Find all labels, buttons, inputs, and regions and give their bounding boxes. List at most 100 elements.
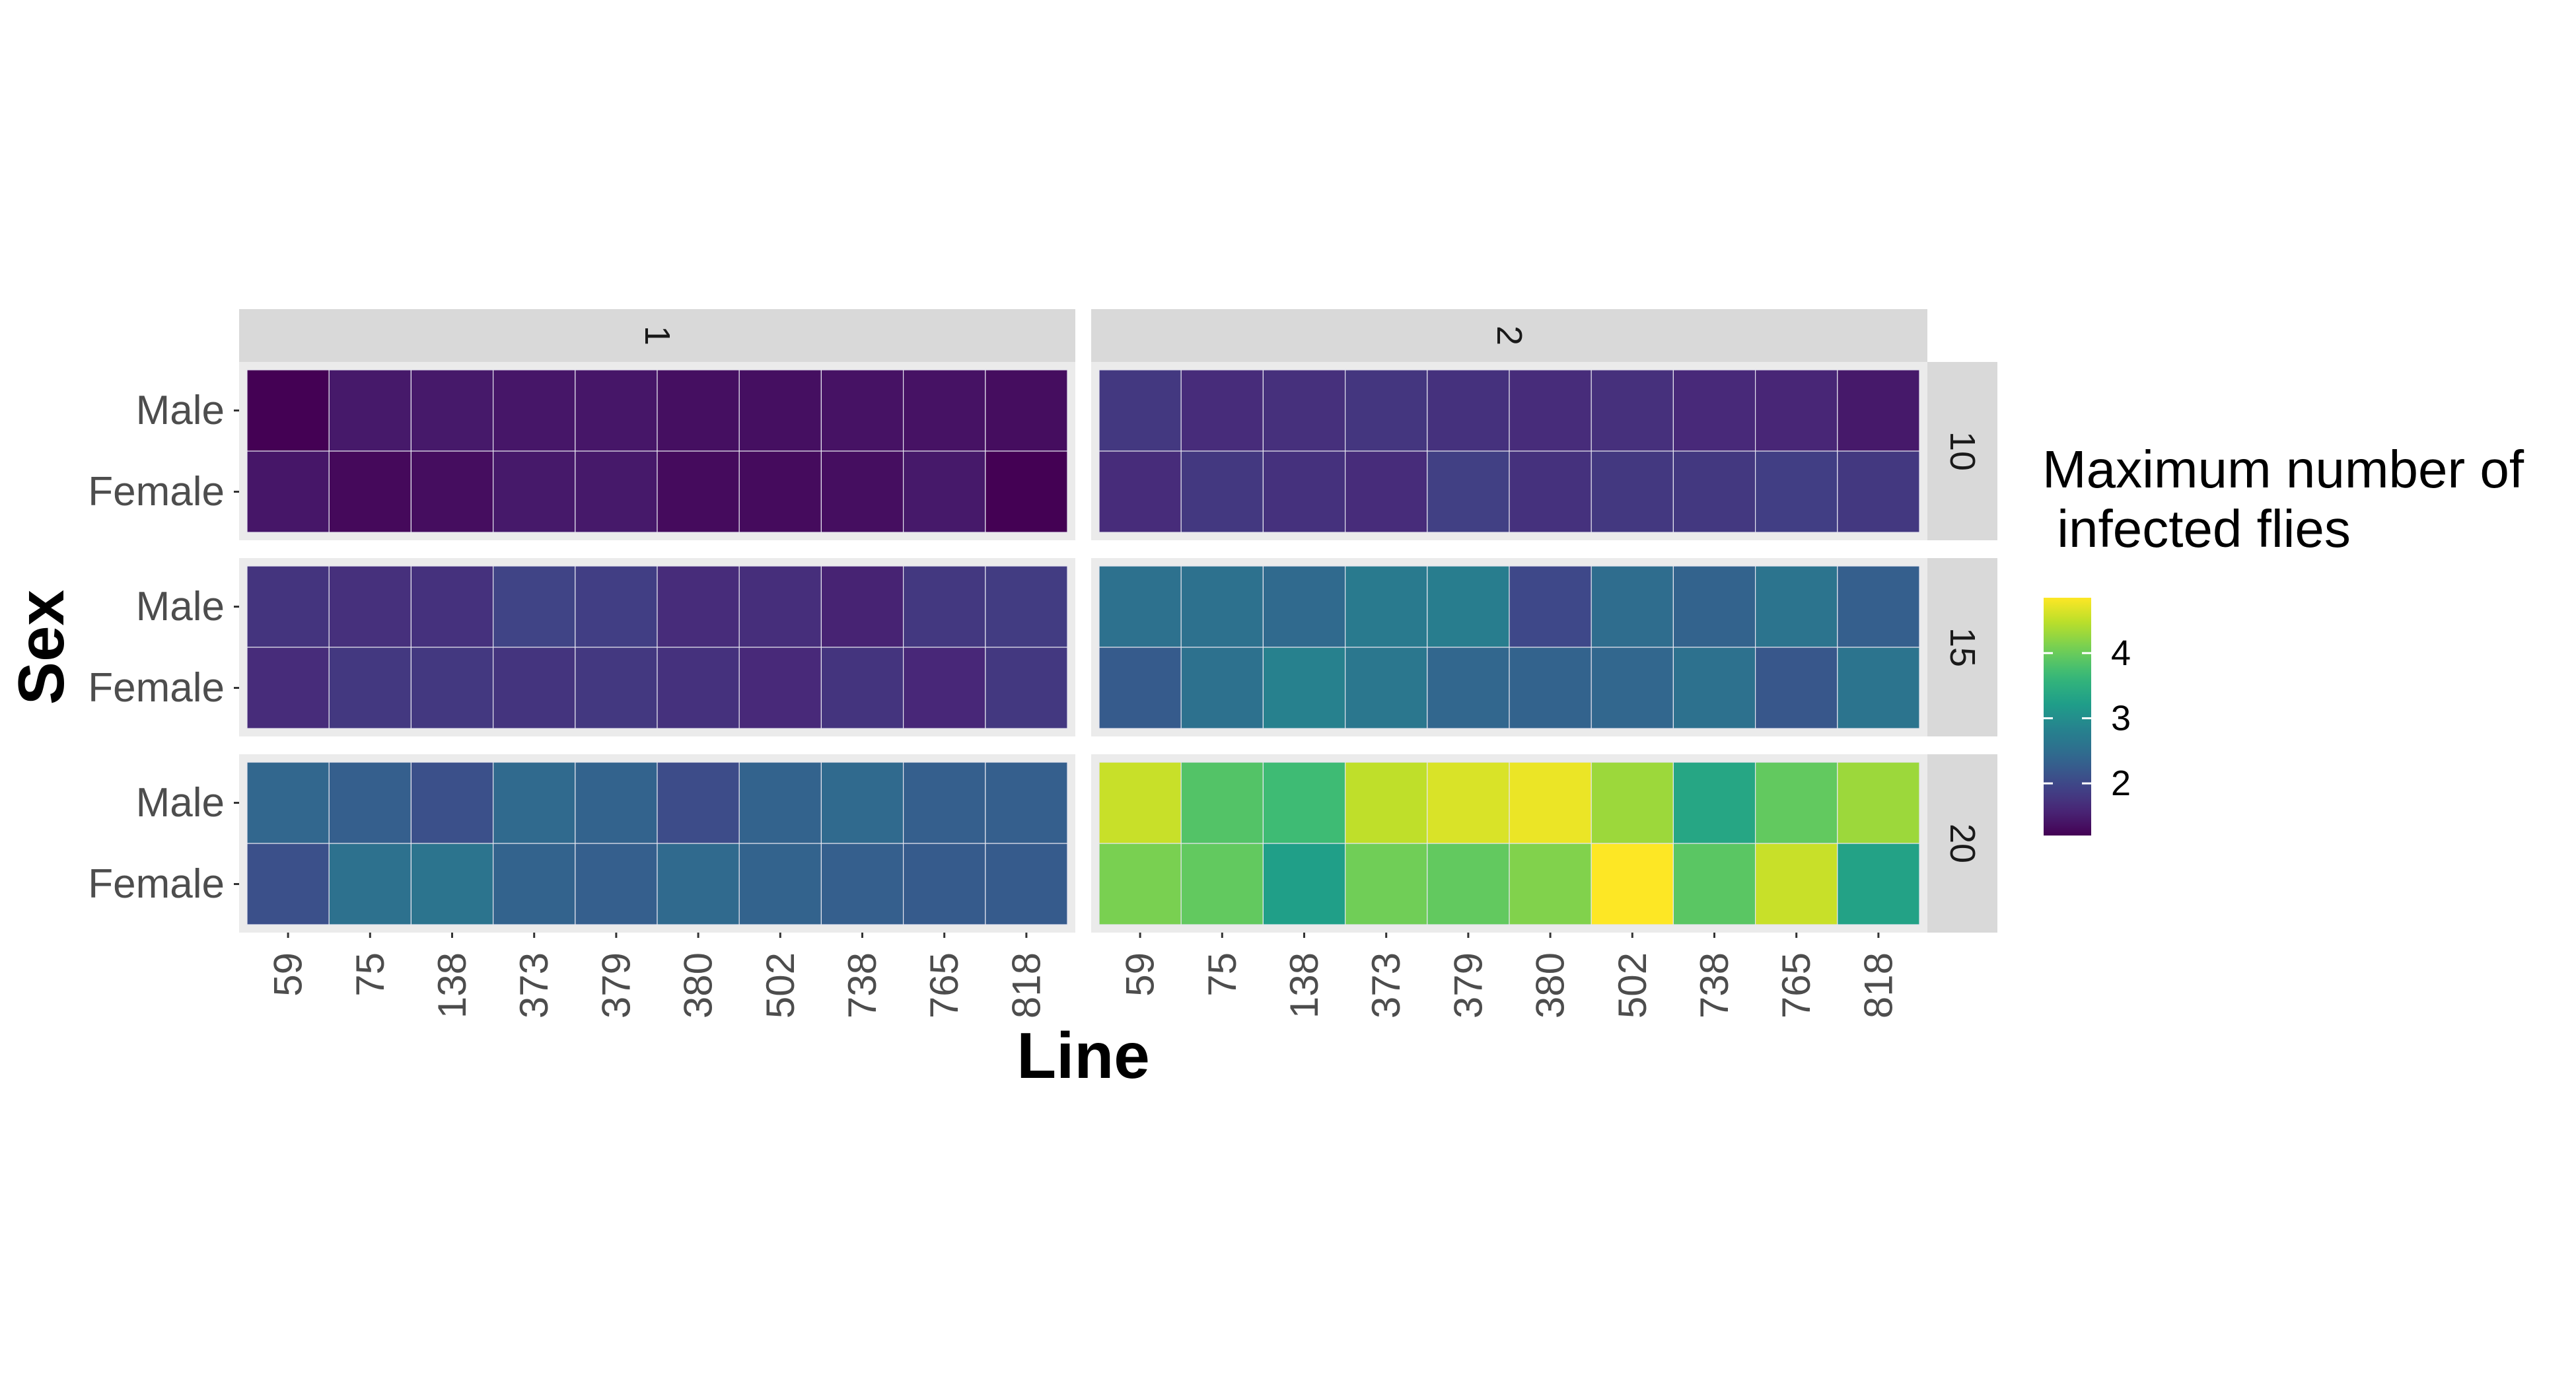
heatmap-cell bbox=[1427, 565, 1510, 648]
heatmap-cell bbox=[1262, 647, 1346, 729]
facet-strip-row bbox=[1927, 558, 1997, 736]
heatmap-cell bbox=[1509, 762, 1592, 844]
heatmap-cell bbox=[1672, 369, 1756, 452]
heatmap-cell bbox=[492, 843, 576, 925]
heatmap-cell bbox=[1098, 450, 1182, 533]
panel-2-10 bbox=[1098, 369, 1920, 533]
heatmap-cell bbox=[985, 647, 1068, 729]
heatmap-cell bbox=[575, 762, 658, 844]
heatmap-cell bbox=[1427, 762, 1510, 844]
facet-strip-row bbox=[1927, 754, 1997, 933]
heatmap-cell bbox=[492, 565, 576, 648]
heatmap-cell bbox=[820, 647, 904, 729]
heatmap-cell bbox=[1509, 843, 1592, 925]
heatmap-cell bbox=[738, 565, 822, 648]
x-tick-label: 59 bbox=[266, 952, 310, 997]
legend-tick-label: 2 bbox=[2111, 764, 2131, 803]
heatmap-cell bbox=[1755, 647, 1838, 729]
heatmap-cell bbox=[820, 762, 904, 844]
heatmap-cell bbox=[246, 647, 330, 729]
heatmap-cell bbox=[410, 647, 494, 729]
heatmap-cell bbox=[575, 843, 658, 925]
heatmap-cell bbox=[328, 565, 412, 648]
heatmap-cell bbox=[246, 565, 330, 648]
heatmap-cell bbox=[1591, 843, 1674, 925]
heatmap-cell bbox=[410, 843, 494, 925]
heatmap-cell bbox=[1180, 565, 1264, 648]
heatmap-cell bbox=[1180, 647, 1264, 729]
heatmap-cell bbox=[820, 565, 904, 648]
x-tick-label: 765 bbox=[1774, 952, 1818, 1018]
heatmap-cell bbox=[1509, 565, 1592, 648]
x-tick-label: 373 bbox=[512, 952, 556, 1018]
heatmap-cell bbox=[1344, 450, 1428, 533]
heatmap-cell bbox=[410, 565, 494, 648]
heatmap-cell bbox=[328, 450, 412, 533]
heatmap-cell bbox=[1837, 450, 1920, 533]
heatmap-cell bbox=[1098, 647, 1182, 729]
heatmap-cell bbox=[1427, 450, 1510, 533]
heatmap-cell bbox=[1262, 369, 1346, 452]
facet-label-row: 20 bbox=[1943, 824, 1982, 863]
heatmap-cell bbox=[575, 565, 658, 648]
y-tick-label: Female bbox=[88, 469, 225, 515]
heatmap-cell bbox=[1672, 450, 1756, 533]
x-tick-label: 379 bbox=[1446, 952, 1490, 1018]
heatmap-cell bbox=[738, 843, 822, 925]
heatmap-cell bbox=[1344, 647, 1428, 729]
heatmap-cell bbox=[1509, 450, 1592, 533]
heatmap-cell bbox=[246, 843, 330, 925]
heatmap-cell bbox=[657, 369, 740, 452]
x-tick-label: 138 bbox=[1282, 952, 1326, 1018]
y-tick-label: Female bbox=[88, 665, 225, 711]
heatmap-cell bbox=[492, 647, 576, 729]
legend-title: infected flies bbox=[2042, 499, 2351, 558]
heatmap-cell bbox=[410, 450, 494, 533]
heatmap-cell bbox=[328, 843, 412, 925]
x-tick-label: 738 bbox=[1692, 952, 1736, 1018]
x-tick-label: 502 bbox=[758, 952, 803, 1018]
heatmap-cell bbox=[1098, 762, 1182, 844]
x-tick-label: 59 bbox=[1118, 952, 1163, 997]
x-tick-label: 138 bbox=[430, 952, 474, 1018]
heatmap-cell bbox=[1755, 369, 1838, 452]
panels-layer bbox=[239, 362, 1927, 933]
heatmap-cell bbox=[1672, 762, 1756, 844]
y-tick-label: Male bbox=[136, 584, 225, 629]
heatmap-cell bbox=[902, 843, 986, 925]
facet-strip-col bbox=[239, 309, 1075, 362]
heatmap-cell bbox=[1755, 450, 1838, 533]
heatmap-cell bbox=[1837, 843, 1920, 925]
heatmap-cell bbox=[246, 762, 330, 844]
heatmap-cell bbox=[1344, 762, 1428, 844]
heatmap-cell bbox=[575, 647, 658, 729]
heatmap-cell bbox=[410, 369, 494, 452]
heatmap-cell bbox=[575, 450, 658, 533]
y-tick-label: Male bbox=[136, 780, 225, 826]
heatmap-cell bbox=[575, 369, 658, 452]
heatmap-cell bbox=[1509, 369, 1592, 452]
heatmap-cell bbox=[1098, 369, 1182, 452]
heatmap-cell bbox=[1262, 565, 1346, 648]
heatmap-cell bbox=[985, 565, 1068, 648]
heatmap-cell bbox=[1180, 369, 1264, 452]
heatmap-cell bbox=[1672, 565, 1756, 648]
heatmap-cell bbox=[1427, 843, 1510, 925]
heatmap-cell bbox=[1591, 369, 1674, 452]
heatmap-cell bbox=[492, 369, 576, 452]
x-tick-label: 373 bbox=[1364, 952, 1408, 1018]
heatmap-cell bbox=[1344, 565, 1428, 648]
heatmap-cell bbox=[657, 762, 740, 844]
heatmap-cell bbox=[1755, 762, 1838, 844]
heatmap-cell bbox=[1098, 565, 1182, 648]
heatmap-cell bbox=[657, 450, 740, 533]
x-tick-label: 380 bbox=[676, 952, 721, 1018]
x-tick-label: 380 bbox=[1528, 952, 1573, 1018]
y-tick-label: Male bbox=[136, 388, 225, 433]
x-axis-title: Line bbox=[1017, 1019, 1149, 1092]
x-tick-label: 818 bbox=[1004, 952, 1048, 1018]
heatmap-cell bbox=[820, 843, 904, 925]
heatmap-cell bbox=[1180, 450, 1264, 533]
heatmap-cell bbox=[1509, 647, 1592, 729]
heatmap-cell bbox=[1180, 762, 1264, 844]
